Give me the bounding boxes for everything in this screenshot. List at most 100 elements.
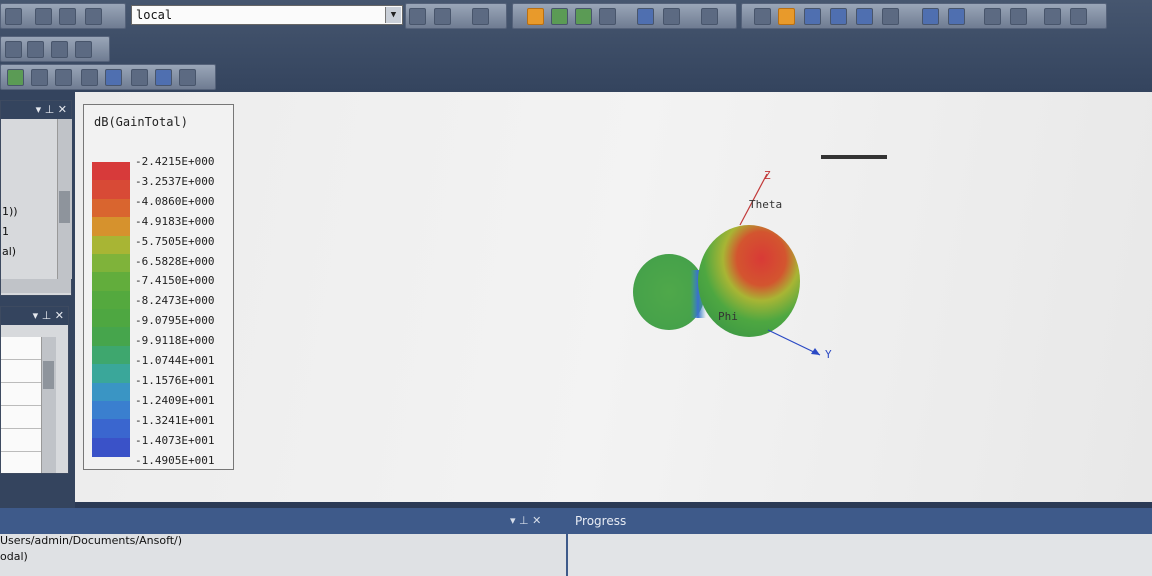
fit-all-icon[interactable] bbox=[984, 8, 1001, 25]
field-icon[interactable] bbox=[105, 69, 122, 86]
box-icon[interactable] bbox=[5, 41, 22, 58]
legend-swatch bbox=[92, 382, 130, 402]
rotate-z-icon[interactable] bbox=[856, 8, 873, 25]
rotate-icon[interactable] bbox=[778, 8, 795, 25]
legend-swatch bbox=[92, 235, 130, 255]
legend-swatch bbox=[92, 437, 130, 457]
excitation-icon[interactable] bbox=[31, 69, 48, 86]
pan-icon[interactable] bbox=[754, 8, 771, 25]
theta-label: Theta bbox=[749, 198, 782, 211]
zoom-out-icon[interactable] bbox=[948, 8, 965, 25]
draw-toolbar bbox=[405, 3, 507, 29]
project-tree-item[interactable]: 1)) bbox=[2, 205, 18, 218]
legend-swatch bbox=[92, 272, 130, 292]
legend-label: -8.2473E+000 bbox=[135, 294, 215, 308]
sphere-icon[interactable] bbox=[51, 41, 68, 58]
window-icon[interactable] bbox=[701, 8, 718, 25]
cylinder-icon[interactable] bbox=[27, 41, 44, 58]
back-lobe bbox=[633, 254, 705, 330]
z-axis-label: Z bbox=[764, 169, 771, 182]
redo-icon[interactable] bbox=[85, 8, 102, 25]
mesh-icon[interactable] bbox=[55, 69, 72, 86]
legend-label: -1.2409E+001 bbox=[135, 393, 215, 407]
y-axis-label: Y bbox=[825, 348, 832, 361]
view-toolbar bbox=[741, 3, 1107, 29]
chevron-down-icon[interactable]: ▼ bbox=[385, 7, 401, 23]
legend-swatch bbox=[92, 400, 130, 420]
parameter-icon[interactable] bbox=[409, 8, 426, 25]
vertical-scrollbar[interactable] bbox=[57, 119, 72, 279]
legend-label: -1.1576E+001 bbox=[135, 373, 215, 387]
report-icon[interactable] bbox=[599, 8, 616, 25]
legend-swatch bbox=[92, 253, 130, 273]
radiation-pattern-plot[interactable]: Z Theta Y Phi bbox=[75, 92, 1152, 502]
plot-icon[interactable] bbox=[155, 69, 172, 86]
vertical-scrollbar[interactable] bbox=[41, 337, 56, 473]
horizontal-scrollbar[interactable] bbox=[1, 279, 71, 293]
field-overlay-icon[interactable] bbox=[637, 8, 654, 25]
radiation-icon[interactable] bbox=[81, 69, 98, 86]
panel-header-controls[interactable]: ▾ ⊥ ✕ bbox=[1, 101, 71, 119]
legend-swatch bbox=[92, 309, 130, 328]
3d-modeler-viewport[interactable] bbox=[75, 92, 1152, 502]
grid-icon[interactable] bbox=[434, 8, 451, 25]
legend-label: -4.0860E+000 bbox=[135, 194, 215, 208]
project-tree-item[interactable]: 1 bbox=[2, 225, 9, 238]
zoom-icon[interactable] bbox=[882, 8, 899, 25]
project-manager-panel: ▾ ⊥ ✕ 1)) 1 al) bbox=[0, 100, 72, 296]
legend-swatch bbox=[92, 419, 130, 439]
project-tree-item[interactable]: al) bbox=[2, 245, 17, 258]
main-lobe bbox=[698, 225, 800, 337]
rotate-y-icon[interactable] bbox=[830, 8, 847, 25]
line-icon[interactable] bbox=[663, 8, 680, 25]
color-legend[interactable]: dB(GainTotal) -2.4215E+000 -3.2537E+000 -4… bbox=[83, 104, 234, 470]
legend-label: -3.2537E+000 bbox=[135, 174, 215, 188]
panel-header-controls[interactable]: ▾ ⊥ ✕ bbox=[510, 514, 542, 527]
legend-label: -4.9183E+000 bbox=[135, 214, 215, 228]
analyze-icon[interactable] bbox=[551, 8, 568, 25]
solution-combo[interactable]: local ▼ bbox=[131, 5, 403, 25]
legend-label: -2.4215E+000 bbox=[135, 155, 215, 168]
panel-header-controls[interactable]: ▾ ⊥ ✕ bbox=[1, 307, 68, 325]
bottom-dock-bar: ▾ ⊥ ✕ Progress bbox=[0, 508, 1152, 534]
measure-icon[interactable] bbox=[179, 69, 196, 86]
boundary-icon[interactable] bbox=[7, 69, 24, 86]
legend-label: -1.0744E+001 bbox=[135, 354, 215, 367]
rotate-x-icon[interactable] bbox=[804, 8, 821, 25]
validate-icon[interactable] bbox=[527, 8, 544, 25]
progress-panel bbox=[568, 534, 1152, 576]
redo-view-icon[interactable] bbox=[1070, 8, 1087, 25]
toolbar-area: local ▼ bbox=[0, 0, 1152, 92]
y-axis bbox=[767, 329, 821, 356]
undo-view-icon[interactable] bbox=[1044, 8, 1061, 25]
legend-swatch bbox=[92, 217, 130, 236]
z-axis bbox=[739, 173, 768, 226]
legend-swatch bbox=[92, 198, 130, 218]
legend-swatch bbox=[92, 327, 130, 347]
delete-icon[interactable] bbox=[35, 8, 52, 25]
analysis-toolbar bbox=[512, 3, 737, 29]
modeler-toolbar bbox=[0, 36, 110, 62]
properties-panel: ▾ ⊥ ✕ bbox=[0, 306, 69, 474]
message-line: odal) bbox=[0, 550, 28, 563]
legend-label: -6.5828E+000 bbox=[135, 254, 215, 268]
phi-label: Phi bbox=[718, 310, 738, 323]
scrollbar-thumb[interactable] bbox=[43, 361, 54, 389]
query-icon[interactable] bbox=[472, 8, 489, 25]
legend-swatch bbox=[92, 290, 130, 310]
list-icon[interactable] bbox=[5, 8, 22, 25]
legend-label: -1.4905E+001 bbox=[135, 453, 215, 467]
scrollbar-thumb[interactable] bbox=[59, 191, 70, 223]
scissors-icon[interactable] bbox=[131, 69, 148, 86]
boundary-toolbar bbox=[0, 64, 216, 90]
zoom-in-icon[interactable] bbox=[922, 8, 939, 25]
optimize-icon[interactable] bbox=[575, 8, 592, 25]
legend-title: dB(GainTotal) bbox=[94, 115, 188, 129]
torus-icon[interactable] bbox=[75, 41, 92, 58]
y-axis-arrow bbox=[811, 348, 820, 355]
message-line: Users/admin/Documents/Ansoft/) bbox=[0, 534, 183, 547]
legend-swatch bbox=[92, 162, 130, 181]
message-manager-panel: Users/admin/Documents/Ansoft/) odal) bbox=[0, 534, 568, 576]
fit-selection-icon[interactable] bbox=[1010, 8, 1027, 25]
undo-icon[interactable] bbox=[59, 8, 76, 25]
